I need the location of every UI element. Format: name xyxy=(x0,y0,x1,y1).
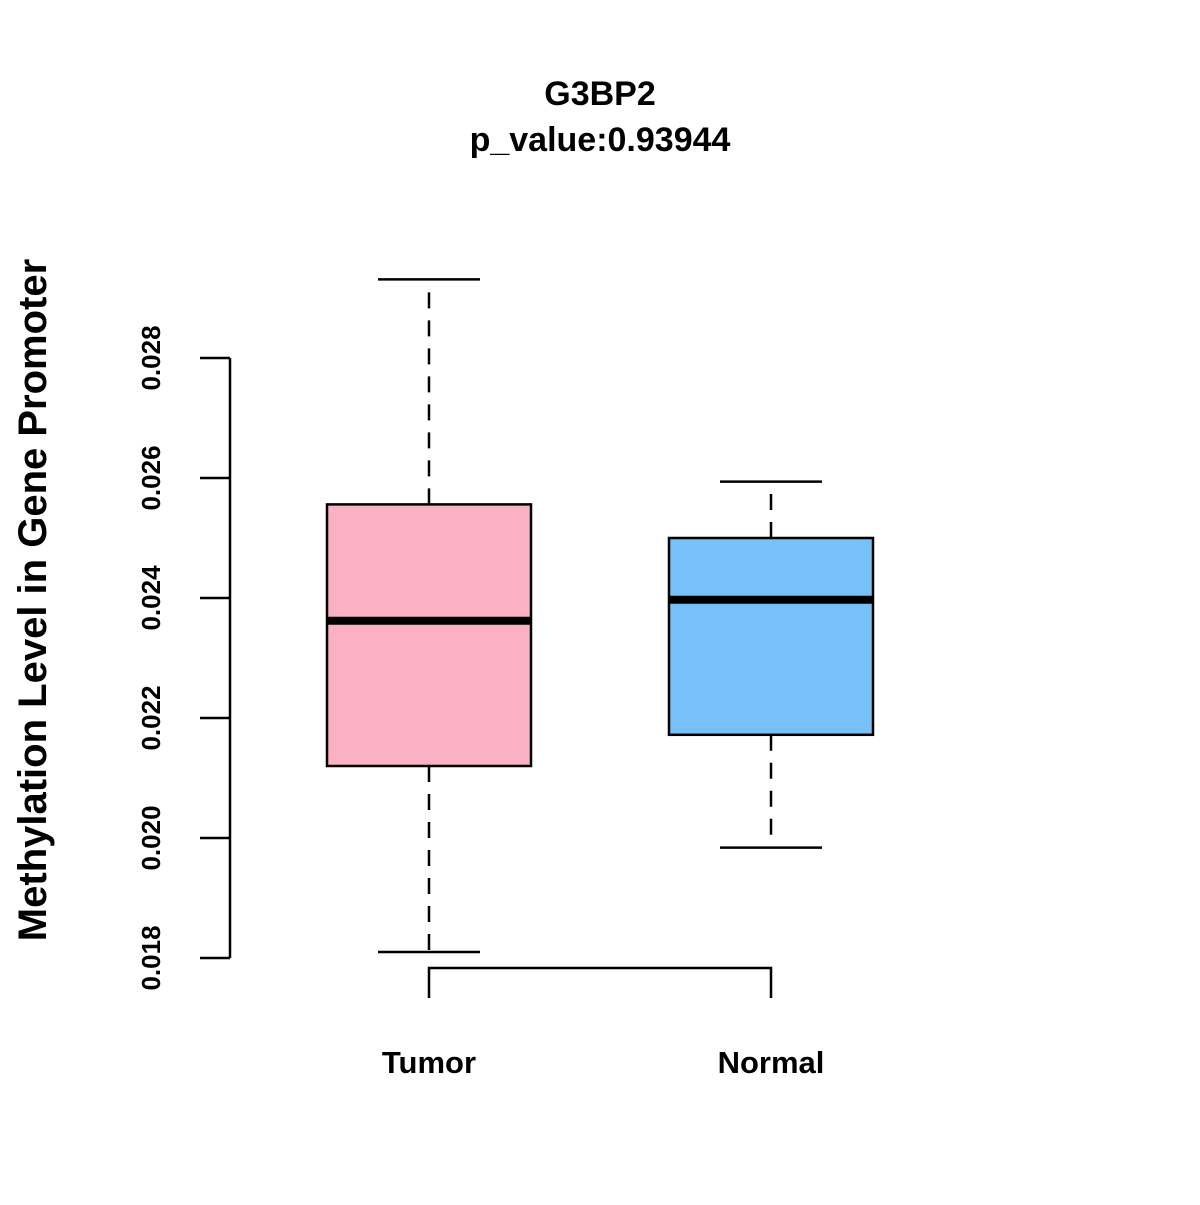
group-bracket xyxy=(427,966,773,998)
y-axis: 0.018 0.020 0.022 0.024 0.026 0.028 xyxy=(136,325,232,991)
y-tick-label: 0.022 xyxy=(136,685,166,750)
y-tick-label: 0.020 xyxy=(136,805,166,870)
box-series xyxy=(325,278,875,954)
box-iqr xyxy=(325,503,533,768)
chart-subtitle: p_value:0.93944 xyxy=(470,121,731,159)
y-axis-label: Methylation Level in Gene Promoter xyxy=(11,259,55,941)
box-iqr xyxy=(667,536,875,737)
box-normal xyxy=(667,480,875,849)
x-tick-label: Normal xyxy=(718,1045,825,1080)
box-tumor xyxy=(325,278,533,954)
y-tick-label: 0.028 xyxy=(136,325,166,390)
y-tick-label: 0.018 xyxy=(136,925,166,990)
chart-title: G3BP2 xyxy=(544,75,656,113)
x-axis-labels: Tumor Normal xyxy=(382,1045,824,1080)
y-tick-label: 0.024 xyxy=(136,565,166,631)
y-tick-label: 0.026 xyxy=(136,445,166,510)
comparison-bracket xyxy=(427,966,773,998)
x-tick-label: Tumor xyxy=(382,1045,476,1080)
